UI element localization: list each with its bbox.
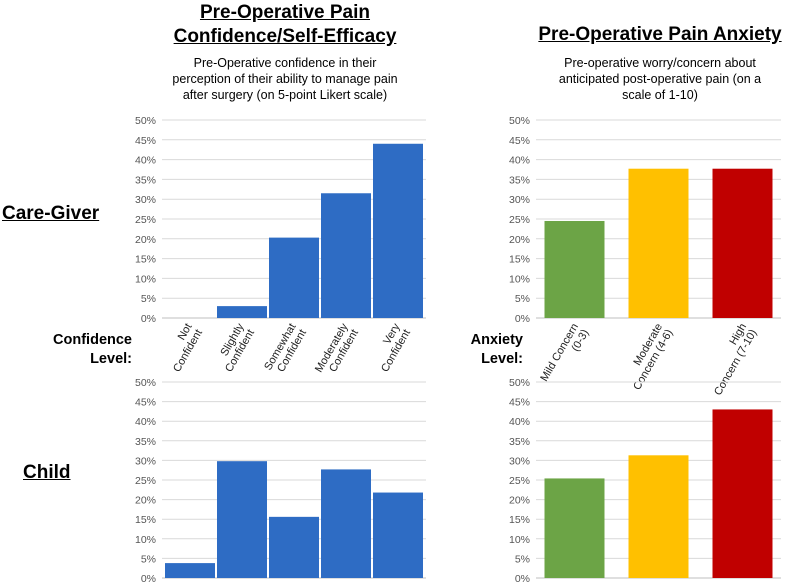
child-confidence-ytick-label: 10% [135, 534, 156, 546]
child-anxiety-bar-2 [712, 409, 773, 578]
anxiety-axis-label-line1: Anxiety [470, 332, 523, 348]
confidence-axis-label: Confidence Level: [20, 331, 132, 369]
child-confidence-ytick-label: 35% [135, 436, 156, 448]
child-confidence-bar-2 [269, 516, 319, 578]
right-subtitle-line2: anticipated post-operative pain (on a [558, 72, 762, 86]
child-confidence-ytick-label: 45% [135, 397, 156, 409]
confidence-axis-label-line2: Level: [90, 351, 132, 367]
child-confidence-ytick-label: 25% [135, 475, 156, 487]
row-label-child: Child [23, 462, 71, 483]
child-confidence-bar-4 [373, 492, 423, 578]
caregiver-anxiety-ytick-label: 15% [509, 254, 530, 266]
caregiver-anxiety-ytick-label: 35% [509, 174, 530, 186]
right-subtitle: Pre-operative worry/concern about antici… [520, 55, 789, 103]
caregiver-confidence-ytick-label: 15% [135, 254, 156, 266]
caregiver-confidence-category-label-1: SlightlyConfident [213, 321, 258, 374]
child-anxiety-ytick-label: 45% [509, 397, 530, 409]
caregiver-confidence-ytick-label: 35% [135, 174, 156, 186]
caregiver-confidence-category-label-4: VeryConfident [369, 321, 414, 374]
caregiver-anxiety-bar-0 [544, 220, 605, 318]
caregiver-anxiety-ytick-label: 0% [515, 313, 530, 325]
caregiver-anxiety-bar-2 [712, 168, 773, 318]
left-subtitle: Pre-Operative confidence in their percep… [140, 55, 430, 103]
caregiver-anxiety-ytick-label: 45% [509, 135, 530, 147]
row-label-caregiver: Care-Giver [2, 203, 100, 224]
child-confidence-bar-1 [217, 461, 267, 578]
caregiver-anxiety-ytick-label: 40% [509, 155, 530, 167]
caregiver-confidence-category-label-3: ModeratelyConfident [313, 321, 361, 381]
left-title-line1: Pre-Operative Pain [199, 2, 371, 23]
caregiver-anxiety-ytick-label: 50% [509, 115, 530, 127]
caregiver-anxiety-ytick-label: 20% [509, 234, 530, 246]
right-title: Pre-Operative Pain Anxiety [538, 24, 782, 45]
caregiver-confidence-bar-2 [269, 237, 319, 318]
child-anxiety-ytick-label: 25% [509, 475, 530, 487]
child-confidence-ytick-label: 5% [141, 553, 156, 565]
caregiver-anxiety-ytick-label: 25% [509, 214, 530, 226]
child-confidence-bar-0 [165, 563, 215, 578]
caregiver-confidence-chart: 0% 5% 10% 15% 20% 25% 30% 35% 40% 45% 50% NotConfid… [135, 115, 426, 381]
left-title-line2: Confidence/Self-Efficacy [173, 26, 397, 47]
child-anxiety-ytick-label: 0% [515, 573, 530, 585]
caregiver-confidence-ytick-label: 40% [135, 155, 156, 167]
left-subtitle-line3: after surgery (on 5-point Likert scale) [182, 88, 388, 102]
caregiver-anxiety-ytick-label: 5% [515, 293, 530, 305]
caregiver-anxiety-ytick-label: 30% [509, 194, 530, 206]
anxiety-axis-label-line2: Level: [481, 351, 523, 367]
caregiver-confidence-ytick-label: 30% [135, 194, 156, 206]
caregiver-confidence-category-label-2: SomewhatConfident [262, 322, 309, 379]
caregiver-anxiety-category-label-0: Mild Concern(0-3) [538, 322, 591, 390]
child-anxiety-ytick-label: 5% [515, 553, 530, 565]
left-title: Pre-Operative Pain Confidence/Self-Effic… [160, 1, 410, 49]
child-anxiety-ytick-label: 30% [509, 455, 530, 467]
caregiver-anxiety-ytick-label: 10% [509, 273, 530, 285]
caregiver-confidence-ytick-label: 25% [135, 214, 156, 226]
caregiver-confidence-ytick-label: 45% [135, 135, 156, 147]
caregiver-anxiety-bar-1 [628, 168, 689, 318]
caregiver-confidence-ytick-label: 5% [141, 293, 156, 305]
child-confidence-bar-3 [321, 469, 371, 578]
caregiver-confidence-ytick-label: 0% [141, 313, 156, 325]
caregiver-confidence-bar-1 [217, 306, 267, 318]
caregiver-anxiety-chart: 0% 5% 10% 15% 20% 25% 30% 35% 40% 45% 50% Mild Conc… [509, 115, 781, 398]
child-anxiety-ytick-label: 40% [509, 416, 530, 428]
child-anxiety-ytick-label: 20% [509, 495, 530, 507]
child-anxiety-bar-1 [628, 455, 689, 578]
child-anxiety-ytick-label: 50% [509, 377, 530, 389]
child-anxiety-ytick-label: 35% [509, 436, 530, 448]
child-confidence-ytick-label: 50% [135, 377, 156, 389]
child-confidence-ytick-label: 40% [135, 416, 156, 428]
caregiver-confidence-ytick-label: 50% [135, 115, 156, 127]
caregiver-confidence-ytick-label: 20% [135, 234, 156, 246]
child-confidence-chart: 0% 5% 10% 15% 20% 25% 30% 35% 40% 45% 50% [135, 377, 426, 585]
anxiety-axis-label: Anxiety Level: [440, 331, 523, 369]
left-subtitle-line2: perception of their ability to manage pa… [172, 72, 398, 86]
caregiver-confidence-ytick-label: 10% [135, 273, 156, 285]
right-subtitle-line1: Pre-operative worry/concern about [564, 56, 756, 70]
child-confidence-ytick-label: 30% [135, 455, 156, 467]
child-confidence-ytick-label: 15% [135, 514, 156, 526]
caregiver-confidence-category-label-0: NotConfident [161, 322, 205, 375]
left-subtitle-line1: Pre-Operative confidence in their [193, 56, 377, 70]
child-anxiety-bar-0 [544, 478, 605, 578]
child-anxiety-ytick-label: 15% [509, 514, 530, 526]
caregiver-confidence-bar-3 [321, 193, 371, 318]
child-anxiety-ytick-label: 10% [509, 534, 530, 546]
child-confidence-ytick-label: 20% [135, 495, 156, 507]
caregiver-confidence-bar-4 [373, 143, 423, 318]
right-subtitle-line3: scale of 1-10) [622, 88, 698, 102]
child-anxiety-chart: 0% 5% 10% 15% 20% 25% 30% 35% 40% 45% 50% [509, 377, 781, 585]
child-confidence-ytick-label: 0% [141, 573, 156, 585]
caregiver-anxiety-category-label-2: HighConcern (7-10) [702, 322, 760, 398]
confidence-axis-label-line1: Confidence [53, 332, 132, 348]
